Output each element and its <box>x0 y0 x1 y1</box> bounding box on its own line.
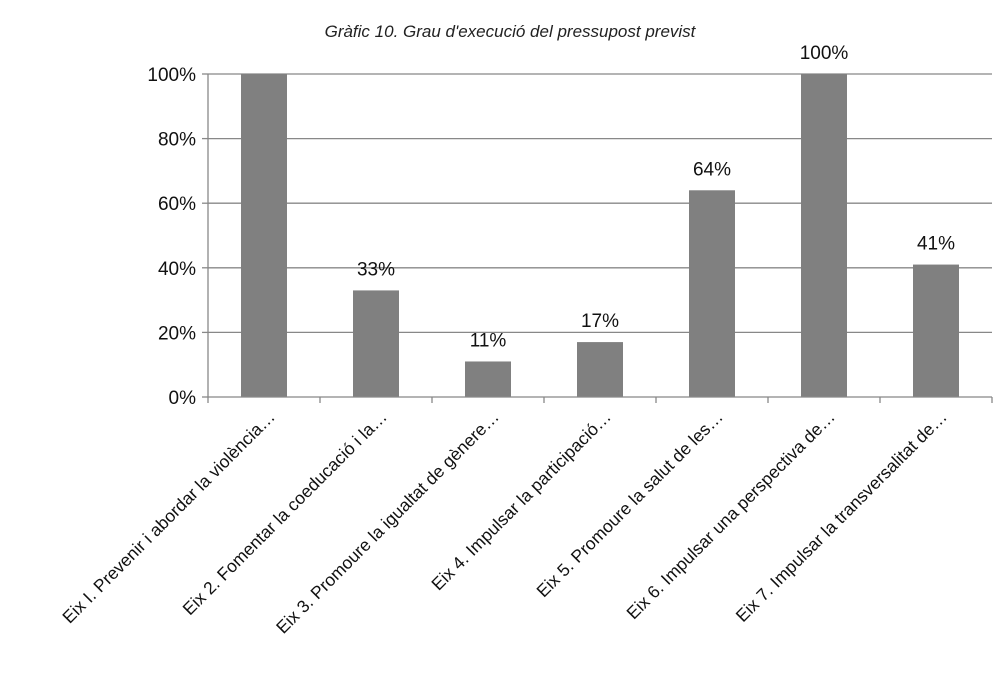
y-tick-label: 100% <box>147 65 196 86</box>
data-label: 33% <box>357 259 395 280</box>
data-label: 41% <box>917 234 955 255</box>
y-tick-label: 80% <box>158 130 196 151</box>
data-labels: 33% 11% 17% 64% 100% 41% <box>357 43 955 351</box>
data-label: 11% <box>470 330 507 351</box>
category-label: Eix 5. Promoure la salut de les… <box>532 407 726 601</box>
bars <box>241 74 959 397</box>
category-label: Eix 6. Impulsar una perspectiva de… <box>622 407 838 623</box>
bar <box>353 290 399 397</box>
y-tick-label: 40% <box>158 259 196 280</box>
category-label: Eix 3. Promoure la igualtat de gènere… <box>272 407 503 638</box>
bar <box>913 264 959 397</box>
bar <box>689 190 735 397</box>
y-tick-label: 0% <box>169 388 197 409</box>
y-tick-label: 20% <box>158 323 196 344</box>
chart-title: Gràfic 10. Grau d'execució del pressupos… <box>325 22 697 41</box>
category-labels: Eix I. Prevenir i abordar la violència…E… <box>58 407 950 638</box>
bar <box>577 342 623 397</box>
category-label: Eix I. Prevenir i abordar la violència… <box>58 407 278 627</box>
y-tick-labels: 0% 20% 40% 60% 80% 100% <box>147 65 196 409</box>
bar <box>801 74 847 397</box>
y-tick-label: 60% <box>158 194 196 215</box>
data-label: 64% <box>693 159 731 180</box>
bar <box>241 74 287 397</box>
bar <box>465 361 511 397</box>
data-label: 100% <box>800 43 849 64</box>
category-label: Eix 7. Impulsar la transversalitat de… <box>732 407 951 626</box>
category-label: Eix 2. Fomentar la coeducació i la… <box>179 407 391 619</box>
axes <box>202 73 993 403</box>
category-label: Eix 4. Impulsar la participació… <box>427 407 614 594</box>
gridlines <box>208 73 992 334</box>
data-label: 17% <box>581 311 619 332</box>
